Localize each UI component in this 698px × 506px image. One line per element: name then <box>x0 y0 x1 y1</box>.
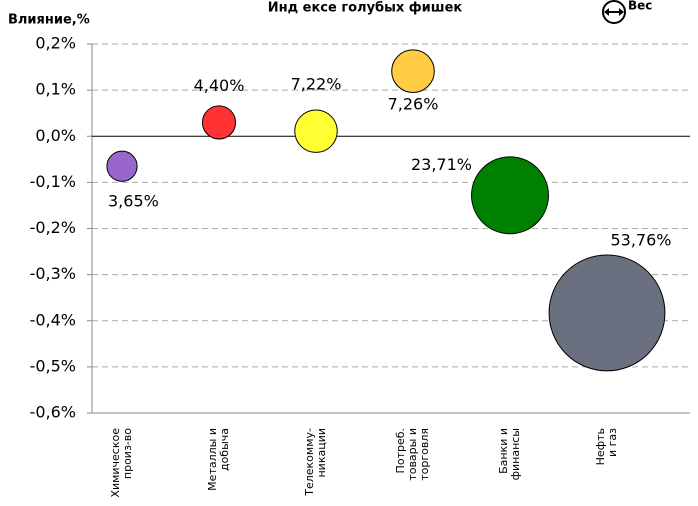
y-tick-label: -0,4% <box>30 310 76 329</box>
legend-icon <box>602 0 626 24</box>
data-label: 7,26% <box>388 95 439 114</box>
bubble <box>106 150 138 182</box>
data-label: 7,22% <box>291 75 342 94</box>
chart-title: Инд ексе голубых фишек <box>268 1 463 16</box>
data-label: 4,40% <box>194 76 245 95</box>
data-label: 23,71% <box>411 155 472 174</box>
x-tick-label: Банки и финансы <box>497 428 522 481</box>
x-tick-label: Химическое произ-во <box>109 428 134 498</box>
y-tick-label: -0,5% <box>30 356 76 375</box>
data-label: 3,65% <box>108 192 159 211</box>
y-tick-label: 0,1% <box>35 80 76 99</box>
bubble <box>201 105 237 140</box>
x-tick-label: Телекомму- никации <box>303 428 328 496</box>
legend-label: Вес <box>628 0 652 13</box>
bubble <box>471 156 549 235</box>
y-tick-label: -0,3% <box>30 264 76 283</box>
y-tick-label: 0,0% <box>35 126 76 145</box>
y-tick-label: -0,6% <box>30 403 76 422</box>
y-axis-title: Влияние,% <box>8 13 90 28</box>
bubble <box>548 254 666 372</box>
x-tick-label: Потреб. товары и торговля <box>394 428 431 481</box>
bubble <box>294 109 338 153</box>
y-tick-label: -0,1% <box>30 172 76 191</box>
y-tick-label: 0,2% <box>35 34 76 53</box>
x-tick-label: Нефть и газ <box>594 428 619 466</box>
bubble <box>391 49 435 93</box>
x-tick-label: Металлы и добыча <box>206 428 231 491</box>
y-tick-label: -0,2% <box>30 218 76 237</box>
data-label: 53,76% <box>610 230 671 249</box>
